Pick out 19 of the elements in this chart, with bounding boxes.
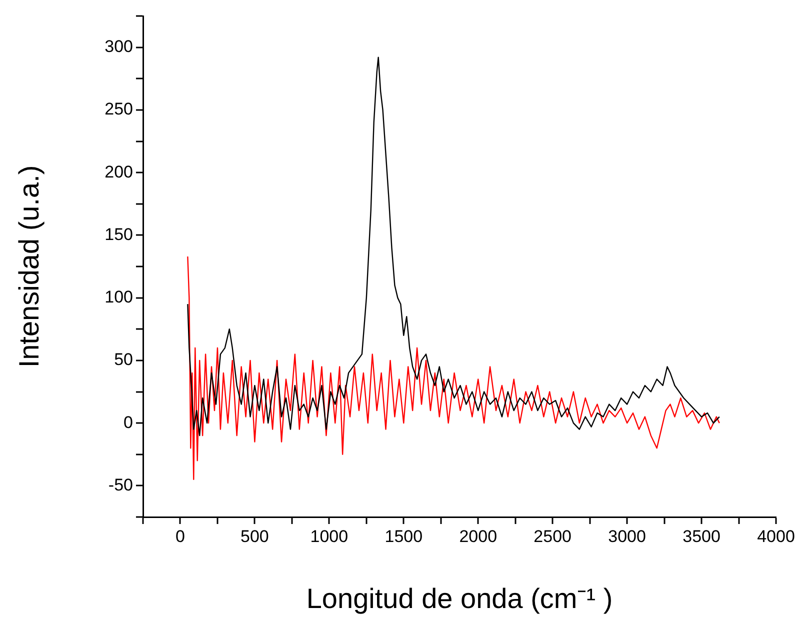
y-tick-label: 200 (104, 162, 133, 182)
x-tick-label: 0 (176, 526, 185, 546)
y-tick-label: 300 (104, 37, 133, 56)
x-axis-title: Longitud de onda (cm⁻¹ ) (306, 582, 613, 614)
x-tick-label: 500 (240, 526, 269, 546)
x-tick-label: 3500 (682, 526, 720, 546)
x-tick-label: 2000 (459, 526, 498, 546)
x-tick-label: 4000 (757, 526, 795, 546)
y-tick-label: 250 (104, 100, 133, 119)
y-tick-label: 100 (104, 288, 133, 306)
x-tick-label: 3000 (608, 526, 646, 546)
x-tick-label: 1500 (384, 526, 423, 546)
y-tick-label: -50 (108, 475, 133, 494)
y-axis-title: Intensidad (u.a.) (14, 165, 45, 368)
y-tick-label: 150 (104, 224, 133, 244)
x-tick-label: 2500 (534, 526, 572, 546)
y-tick-label: 0 (124, 412, 133, 432)
x-tick-label: 1000 (310, 526, 348, 546)
y-tick-label: 50 (114, 350, 133, 370)
